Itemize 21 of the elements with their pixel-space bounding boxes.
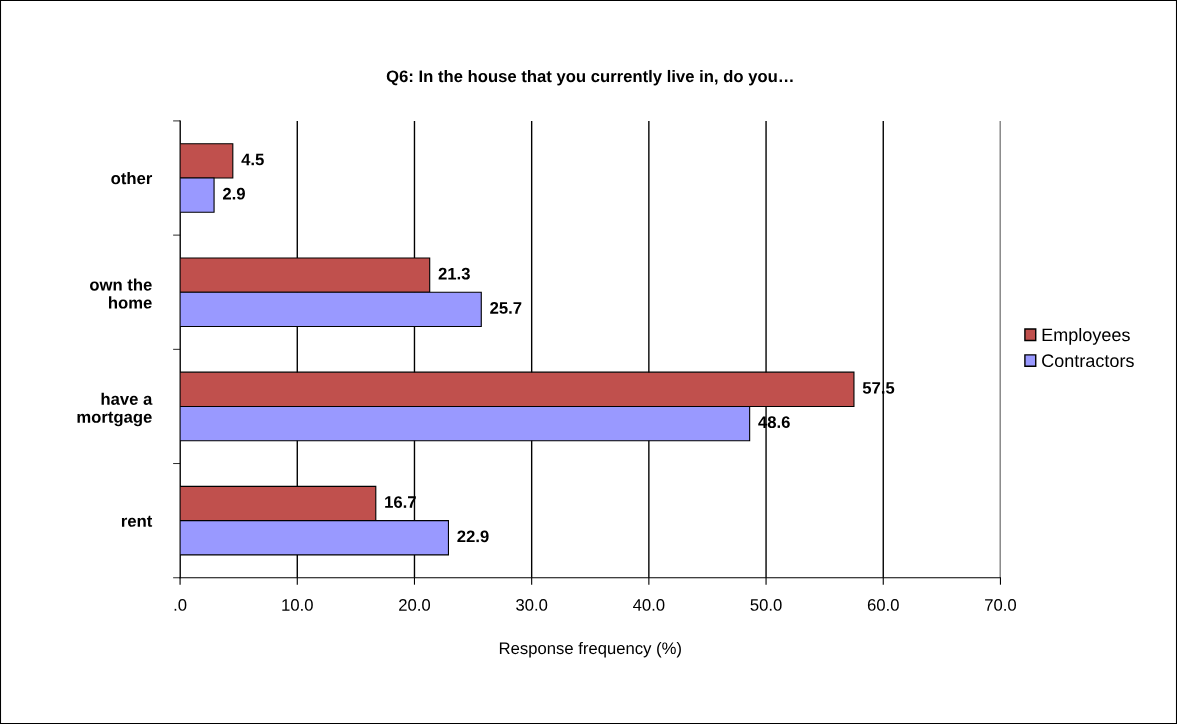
x-tick-label: 70.0 (985, 599, 1017, 611)
legend-label: Contractors (1042, 354, 1134, 368)
data-label: 25.7 (490, 302, 522, 314)
x-tick-label: 60.0 (867, 599, 899, 611)
data-label: 4.5 (241, 153, 264, 166)
x-tick-label: .0 (174, 599, 187, 611)
y-tick-label: own the home (90, 278, 152, 309)
y-tick-label: have a mortgage (77, 392, 153, 427)
x-tick-label: 40.0 (633, 599, 665, 611)
x-tick-label: 50.0 (750, 599, 782, 611)
x-tick-label: 10.0 (282, 599, 313, 611)
x-tick-label: 30.0 (516, 599, 548, 611)
legend-label: Employees (1042, 327, 1130, 345)
x-axis-title: Response frequency (%) (499, 641, 681, 658)
chart-title: Q6: In the house that you currently live in, do you… (386, 69, 793, 86)
y-tick-label: rent (121, 515, 153, 527)
data-label: 21.3 (438, 267, 470, 280)
data-label: 2.9 (222, 187, 245, 200)
data-label: 22.9 (457, 530, 489, 543)
x-tick-label: 20.0 (399, 599, 431, 611)
y-tick-label: other (111, 171, 153, 185)
